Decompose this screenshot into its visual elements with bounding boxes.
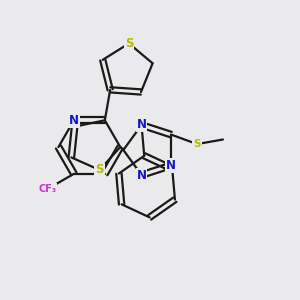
Text: S: S (95, 164, 104, 176)
Text: N: N (136, 169, 146, 182)
Text: CF₃: CF₃ (38, 184, 56, 194)
Text: N: N (69, 114, 79, 127)
Text: N: N (166, 159, 176, 172)
Text: N: N (136, 118, 146, 131)
Text: S: S (193, 139, 201, 149)
Text: S: S (125, 37, 133, 50)
